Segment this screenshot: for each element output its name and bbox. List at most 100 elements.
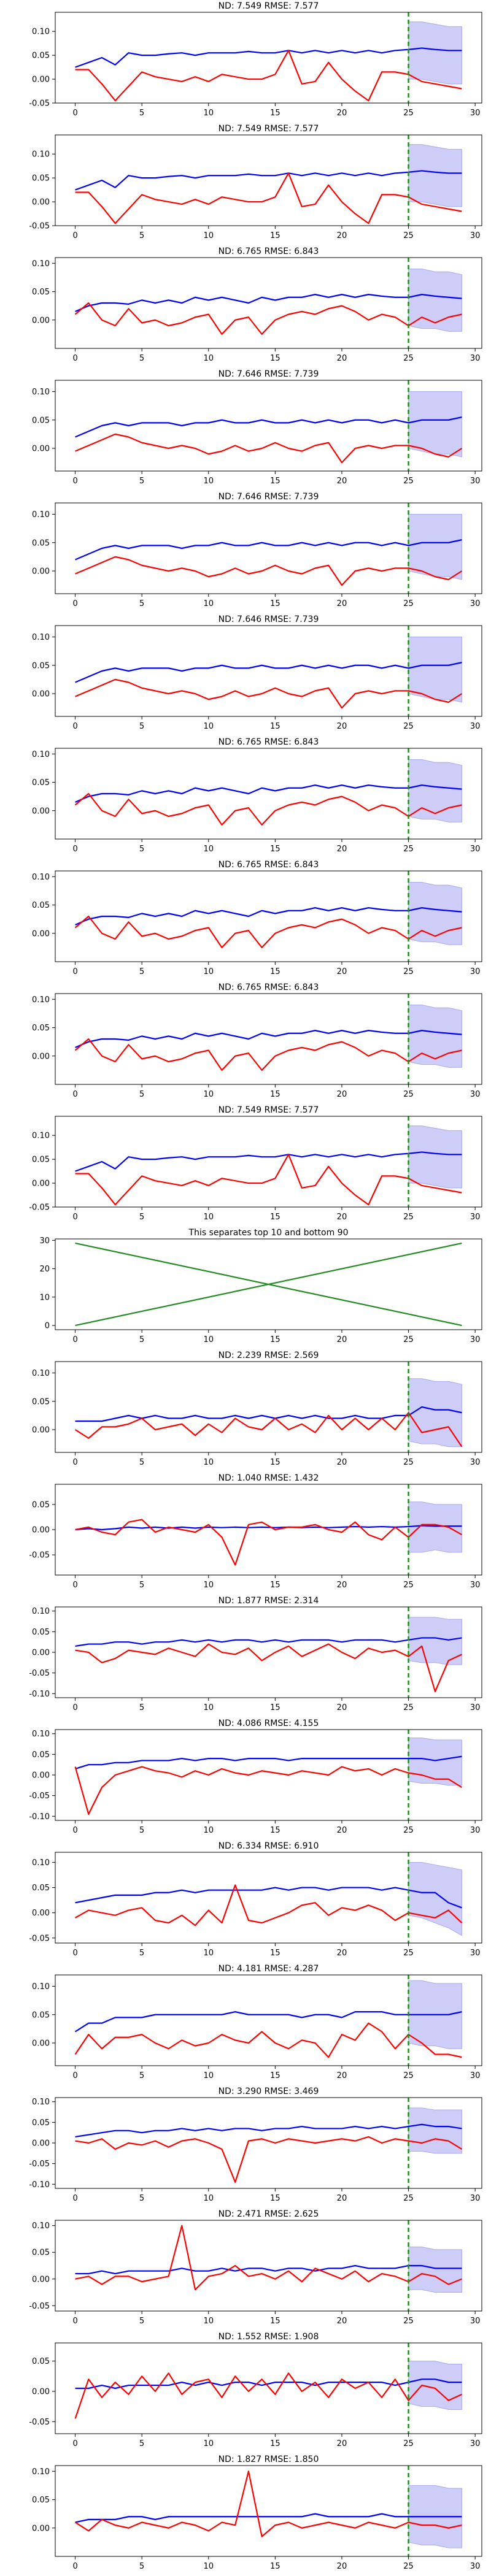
x-tick-label: 20: [337, 109, 347, 118]
chart-title: ND: 7.646 RMSE: 7.739: [218, 369, 319, 379]
y-tick-label: 0.10: [32, 2467, 50, 2477]
series-line-secondary: [75, 172, 462, 224]
x-tick-label: 25: [403, 1090, 414, 1099]
y-tick-label: -0.05: [29, 1203, 50, 1213]
y-tick-label: 0.00: [32, 1909, 50, 1918]
x-tick-label: 10: [203, 845, 214, 854]
x-tick-label: 10: [203, 1458, 214, 1467]
series-line-primary: [75, 1406, 462, 1422]
x-tick-label: 20: [337, 2194, 347, 2203]
series-line-secondary: [75, 50, 462, 102]
series-line-secondary: [75, 1242, 462, 1327]
chart-panel: ND: 6.334 RMSE: 6.910 0 5 10 15 20 25 30 -0.05 0.…: [29, 1841, 482, 1958]
x-tick-label: 25: [403, 845, 414, 854]
axes-frame: [55, 1361, 482, 1453]
x-tick-label: 0: [72, 2562, 77, 2571]
chart-panel: ND: 6.765 RMSE: 6.843 0 5 10 15 20 25 30 0.00 0.0…: [32, 247, 482, 363]
series-line-primary: [75, 907, 462, 926]
y-tick-label: -0.05: [29, 1551, 50, 1560]
y-tick-label: 30: [39, 1236, 50, 1246]
chart-panel: ND: 4.181 RMSE: 4.287 0 5 10 15 20 25 30 0.00 0.0…: [32, 1964, 482, 2080]
series-line-secondary: [75, 1519, 462, 1566]
prediction-interval-band: [408, 1125, 462, 1189]
series-line-primary: [75, 1755, 462, 1769]
x-tick-label: 25: [403, 2194, 414, 2203]
chart-title: ND: 6.765 RMSE: 6.843: [218, 737, 319, 747]
y-tick-label: 0.00: [32, 2524, 50, 2533]
chart-panel: ND: 7.646 RMSE: 7.739 0 5 10 15 20 25 30 0.00 0.0…: [32, 615, 482, 731]
series-line-secondary: [75, 2136, 463, 2183]
y-tick-label: 0.10: [32, 150, 50, 159]
y-tick-label: -0.05: [29, 1669, 50, 1678]
series-line-secondary: [75, 1884, 463, 1926]
x-tick-label: 15: [270, 1213, 280, 1222]
x-tick-label: 10: [203, 354, 214, 363]
y-tick-label: 0.10: [32, 1982, 50, 1991]
chart-title: ND: 4.181 RMSE: 4.287: [218, 1964, 319, 1974]
y-tick-label: 0.10: [32, 259, 50, 269]
x-tick-label: 10: [203, 2439, 214, 2448]
x-tick-label: 5: [139, 2439, 144, 2448]
y-tick-label: -0.05: [29, 2418, 50, 2427]
y-tick-label: 0.00: [32, 198, 50, 207]
chart-panel: ND: 1.827 RMSE: 1.850 0 5 10 15 20 25 30 0.00 0.0…: [32, 2455, 482, 2571]
x-tick-label: 15: [270, 845, 280, 854]
x-tick-label: 30: [470, 722, 481, 731]
x-tick-label: 5: [139, 1458, 144, 1467]
series-line-primary: [75, 2513, 462, 2523]
prediction-interval-band: [408, 391, 462, 458]
x-tick-label: 20: [337, 1090, 347, 1099]
x-tick-label: 30: [470, 354, 481, 363]
y-tick-label: 0.05: [32, 2496, 50, 2505]
chart-panel: ND: 1.040 RMSE: 1.432 0 5 10 15 20 25 30 -0.05 0.…: [29, 1473, 482, 1590]
chart-title: ND: 6.334 RMSE: 6.910: [218, 1841, 319, 1851]
series-line-secondary: [74, 2022, 462, 2058]
y-tick-label: 0.00: [32, 2039, 50, 2049]
y-tick-label: 0.10: [32, 873, 50, 882]
x-tick-label: 30: [470, 599, 481, 608]
x-tick-label: 10: [203, 1090, 214, 1099]
y-tick-label: 0.00: [32, 1426, 50, 1435]
series-line-secondary: [74, 792, 462, 826]
y-tick-label: 0.00: [32, 1771, 50, 1781]
y-tick-label: -0.05: [29, 222, 50, 231]
series-line-primary: [75, 294, 462, 312]
x-tick-label: 20: [337, 1213, 347, 1222]
x-tick-label: 15: [270, 231, 280, 240]
x-tick-label: 20: [337, 2562, 347, 2571]
chart-title: ND: 7.549 RMSE: 7.577: [218, 124, 319, 134]
x-tick-label: 30: [470, 1826, 481, 1835]
series-line-secondary: [75, 1643, 462, 1693]
series-line-primary: [75, 784, 462, 803]
y-tick-label: 0.00: [32, 2139, 50, 2149]
x-tick-label: 0: [72, 2071, 77, 2080]
y-tick-label: 0.05: [32, 1500, 50, 1509]
chart-title: ND: 4.086 RMSE: 4.155: [218, 1719, 319, 1728]
x-tick-label: 10: [203, 2071, 214, 2080]
x-tick-label: 30: [470, 231, 481, 240]
y-tick-label: 10: [39, 1293, 50, 1302]
series-line-secondary: [74, 2471, 462, 2537]
x-tick-label: 5: [139, 477, 144, 486]
x-tick-label: 20: [337, 231, 347, 240]
chart-title: ND: 6.765 RMSE: 6.843: [218, 983, 319, 992]
y-tick-label: 0.00: [32, 1052, 50, 1061]
x-tick-label: 25: [403, 477, 414, 486]
y-tick-label: 0.05: [32, 2118, 50, 2128]
y-tick-label: 0.10: [32, 995, 50, 1005]
x-tick-label: 25: [403, 2071, 414, 2080]
x-tick-label: 15: [270, 354, 280, 363]
y-tick-label: 0.05: [32, 288, 50, 297]
series-line-primary: [75, 1151, 462, 1172]
y-tick-label: 0.05: [32, 901, 50, 910]
x-tick-label: 0: [72, 231, 77, 240]
prediction-interval-band: [408, 637, 462, 703]
x-tick-label: 15: [270, 2317, 280, 2326]
y-tick-label: 0.05: [32, 778, 50, 788]
x-tick-label: 5: [139, 1949, 144, 1958]
y-tick-label: 0.10: [32, 510, 50, 519]
x-tick-label: 20: [337, 1949, 347, 1958]
chart-title: ND: 3.290 RMSE: 3.469: [218, 2087, 319, 2096]
y-tick-label: 0.00: [32, 929, 50, 938]
series-line-secondary: [75, 556, 463, 586]
